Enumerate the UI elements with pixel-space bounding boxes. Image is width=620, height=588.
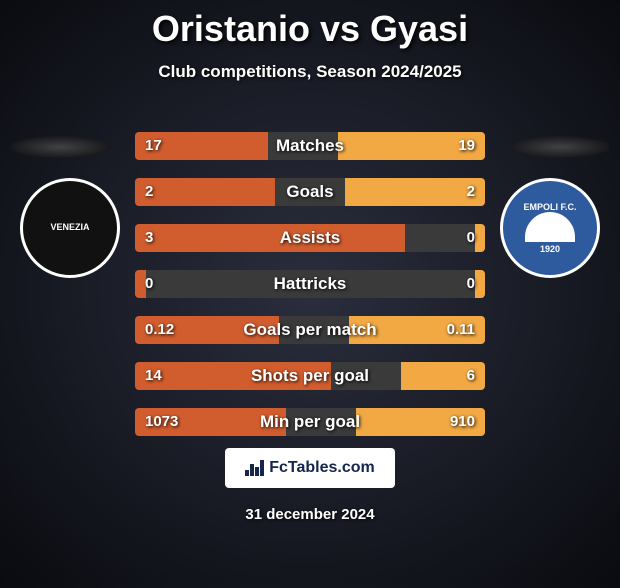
- page-title: Oristanio vs Gyasi: [0, 8, 620, 50]
- stat-label: Min per goal: [135, 408, 485, 436]
- stat-bar-row: 1073910Min per goal: [135, 408, 485, 436]
- stat-bar-row: 1719Matches: [135, 132, 485, 160]
- bar-chart-icon: [245, 460, 265, 476]
- stat-bar-row: 30Assists: [135, 224, 485, 252]
- brand-text: FcTables.com: [269, 459, 375, 477]
- stat-bar-row: 22Goals: [135, 178, 485, 206]
- stat-label: Matches: [135, 132, 485, 160]
- club-crest-right: EMPOLI F.C. 1920: [500, 178, 600, 278]
- stat-label: Assists: [135, 224, 485, 252]
- stat-label: Goals per match: [135, 316, 485, 344]
- stat-label: Hattricks: [135, 270, 485, 298]
- club-crest-right-label-bottom: 1920: [540, 244, 560, 254]
- footer-date: 31 december 2024: [0, 506, 620, 523]
- club-crest-left-label: VENEZIA: [50, 223, 89, 233]
- stat-label: Shots per goal: [135, 362, 485, 390]
- brand-logo[interactable]: FcTables.com: [225, 448, 395, 488]
- stat-bar-row: 0.120.11Goals per match: [135, 316, 485, 344]
- player-shadow-left: [10, 136, 110, 158]
- crest-building-icon: [525, 212, 575, 242]
- stat-bar-row: 00Hattricks: [135, 270, 485, 298]
- stat-bar-row: 146Shots per goal: [135, 362, 485, 390]
- stats-bars-container: 1719Matches 22Goals 30Assists 00Hattricks 0.…: [135, 132, 485, 454]
- subtitle: Club competitions, Season 2024/2025: [0, 62, 620, 82]
- club-crest-left: VENEZIA: [20, 178, 120, 278]
- player-shadow-right: [510, 136, 610, 158]
- stat-label: Goals: [135, 178, 485, 206]
- club-crest-right-label-top: EMPOLI F.C.: [523, 202, 576, 212]
